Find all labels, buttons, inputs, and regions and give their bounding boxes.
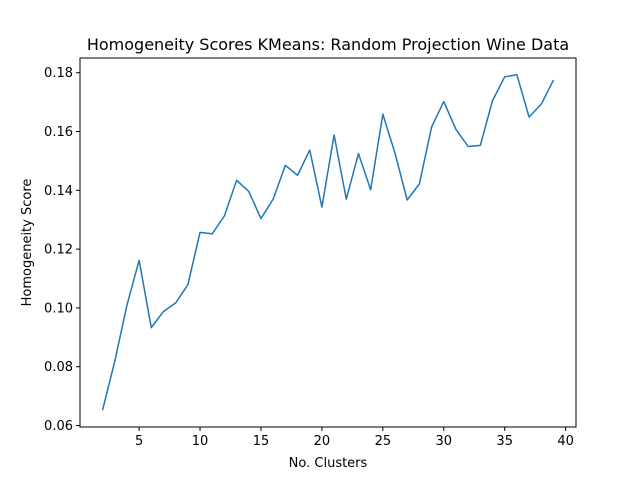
- x-tick-label: 5: [135, 434, 143, 449]
- x-tick-label: 25: [375, 434, 392, 449]
- y-tick-label: 0.08: [44, 360, 73, 375]
- x-tick-label: 30: [436, 434, 453, 449]
- y-axis-label: Homogeneity Score: [20, 179, 35, 307]
- y-tick-label: 0.10: [44, 301, 73, 316]
- y-tick-label: 0.14: [44, 184, 73, 199]
- chart-title: Homogeneity Scores KMeans: Random Projec…: [87, 35, 569, 54]
- y-tick-label: 0.06: [44, 419, 73, 434]
- y-tick-label: 0.16: [44, 125, 73, 140]
- plot-frame: [79, 57, 577, 428]
- x-tick-label: 35: [496, 434, 513, 449]
- y-tick-label: 0.18: [44, 66, 73, 81]
- x-tick-label: 40: [557, 434, 574, 449]
- x-axis-ticks: 5 10 15 20 25 30 35 40: [135, 427, 574, 449]
- x-tick-label: 20: [314, 434, 331, 449]
- series-line-group: [101, 74, 555, 411]
- series-line-0: [101, 74, 555, 411]
- y-tick-label: 0.12: [44, 243, 73, 258]
- x-axis-label: No. Clusters: [289, 456, 368, 471]
- x-tick-label: 10: [192, 434, 209, 449]
- x-tick-label: 15: [253, 434, 270, 449]
- y-axis-ticks: 0.06 0.08 0.10 0.12 0.14 0.16 0.18: [44, 66, 80, 434]
